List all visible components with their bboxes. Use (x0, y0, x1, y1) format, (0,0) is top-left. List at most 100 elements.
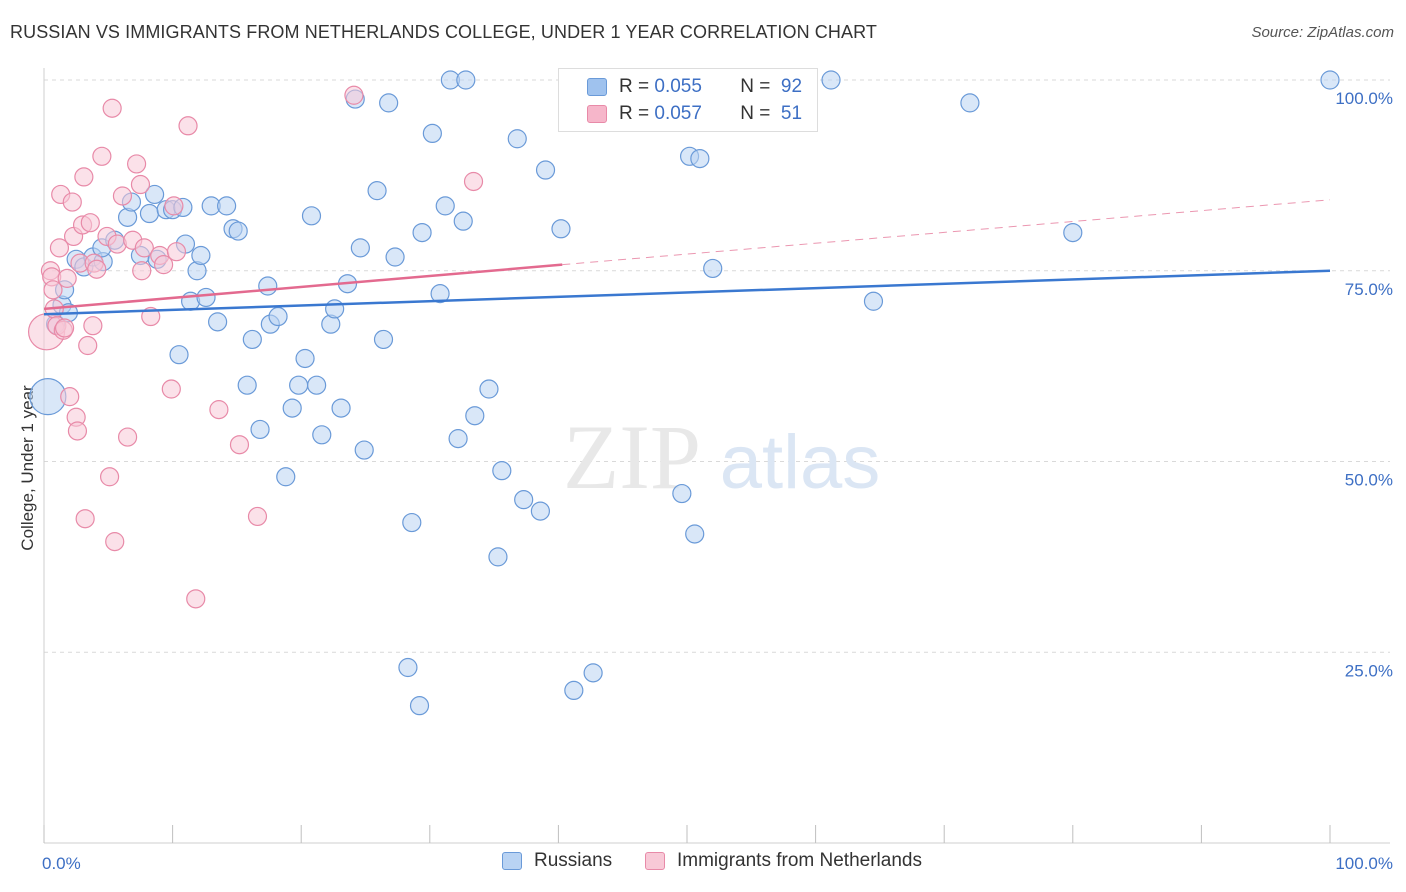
netherlands-point (164, 196, 184, 216)
russians-point (312, 425, 332, 445)
trend-lines (43, 199, 1331, 316)
legend-item-netherlands[interactable]: Immigrants from Netherlands (645, 850, 922, 872)
netherlands-points (27, 85, 484, 609)
netherlands-point (209, 400, 229, 420)
russians-point (456, 70, 476, 90)
netherlands-point (57, 268, 77, 288)
russians-point (250, 419, 270, 440)
russians-point (379, 93, 399, 113)
stats-row-russians: R = 0.055 N = 92 (559, 73, 802, 101)
n-value: 92 (780, 76, 803, 97)
netherlands-point (132, 261, 152, 281)
netherlands-point (166, 242, 187, 262)
netherlands-legend-swatch (645, 852, 665, 870)
russians-point (237, 375, 257, 395)
russians-swatch (587, 78, 607, 96)
netherlands-trend-extension (562, 199, 1331, 266)
russians-point (196, 287, 216, 308)
russians-point (289, 375, 309, 395)
x-tick-label: 0.0% (42, 854, 81, 873)
axes (43, 68, 1390, 844)
netherlands-point (54, 318, 75, 338)
netherlands-point (178, 116, 198, 136)
russians-point (242, 329, 262, 350)
netherlands-point (75, 509, 95, 529)
netherlands-point (130, 174, 151, 195)
netherlands-point (99, 467, 120, 487)
russians-point (448, 429, 468, 449)
netherlands-point (247, 506, 268, 527)
russians-point (385, 247, 405, 267)
russians-point (373, 329, 394, 350)
russians-point (258, 276, 278, 296)
russians-point (217, 196, 237, 216)
stats-legend: R = 0.055 N = 92 R = 0.057 N = 51 (558, 68, 818, 132)
netherlands-point (74, 167, 94, 187)
russians-point (479, 379, 499, 399)
russians-point (672, 483, 692, 504)
russians-point (1063, 223, 1083, 243)
russians-point (367, 181, 387, 201)
russians-point (144, 184, 165, 205)
russians-point (564, 680, 584, 701)
russians-point (488, 547, 508, 567)
netherlands-point (126, 154, 147, 174)
y-tick-label: 50.0% (1345, 471, 1393, 490)
n-value: 51 (780, 103, 803, 124)
russians-point (703, 258, 723, 279)
russians-point (398, 657, 418, 678)
watermark: ZIP atlas (563, 406, 880, 508)
n-label: N = (740, 76, 771, 97)
russians-point (139, 203, 160, 224)
netherlands-point (78, 335, 98, 356)
russians-point (685, 524, 705, 544)
netherlands-point (112, 186, 133, 206)
russians-point (350, 238, 370, 258)
legend-label: Russians (534, 850, 613, 871)
r-label: R = (619, 103, 650, 124)
r-value: 0.055 (654, 76, 702, 97)
russians-point (422, 123, 442, 144)
netherlands-swatch (587, 105, 607, 123)
russians-point (402, 512, 422, 533)
watermark-atlas: atlas (720, 420, 881, 505)
russians-point (301, 206, 322, 226)
russians-point (690, 148, 710, 169)
russians-point (960, 93, 980, 113)
netherlands-point (83, 316, 103, 336)
stats-row-netherlands: R = 0.057 N = 51 (559, 100, 802, 128)
legend-item-russians[interactable]: Russians (502, 850, 612, 872)
russians-point (435, 196, 455, 216)
russians-point (282, 398, 302, 418)
netherlands-point (62, 192, 82, 212)
russians-point (465, 406, 485, 426)
russians-point (453, 211, 473, 231)
n-label: N = (740, 103, 771, 124)
russians-point (583, 663, 603, 683)
netherlands-point (229, 435, 250, 455)
netherlands-point (67, 421, 88, 441)
russians-point (354, 440, 374, 460)
netherlands-point (43, 280, 63, 300)
netherlands-point (60, 387, 80, 407)
source-credit: Source: ZipAtlas.com (1251, 24, 1394, 41)
series-legend: Russians Immigrants from Netherlands (0, 850, 1406, 878)
russians-point (535, 160, 556, 180)
netherlands-point (134, 238, 154, 258)
russians-point (169, 345, 189, 365)
russians-point (191, 245, 211, 266)
netherlands-point (186, 589, 206, 609)
russians-point (551, 219, 571, 239)
netherlands-point (80, 213, 100, 233)
russians-point (268, 306, 288, 327)
russians-point (331, 398, 351, 418)
russians-point (1320, 70, 1340, 90)
russians-point (514, 490, 534, 510)
r-value: 0.057 (654, 103, 702, 124)
russians-point (821, 70, 841, 90)
russians-point (295, 348, 315, 369)
y-tick-label: 75.0% (1345, 280, 1393, 299)
russians-points (29, 70, 1340, 716)
netherlands-point (102, 98, 122, 118)
